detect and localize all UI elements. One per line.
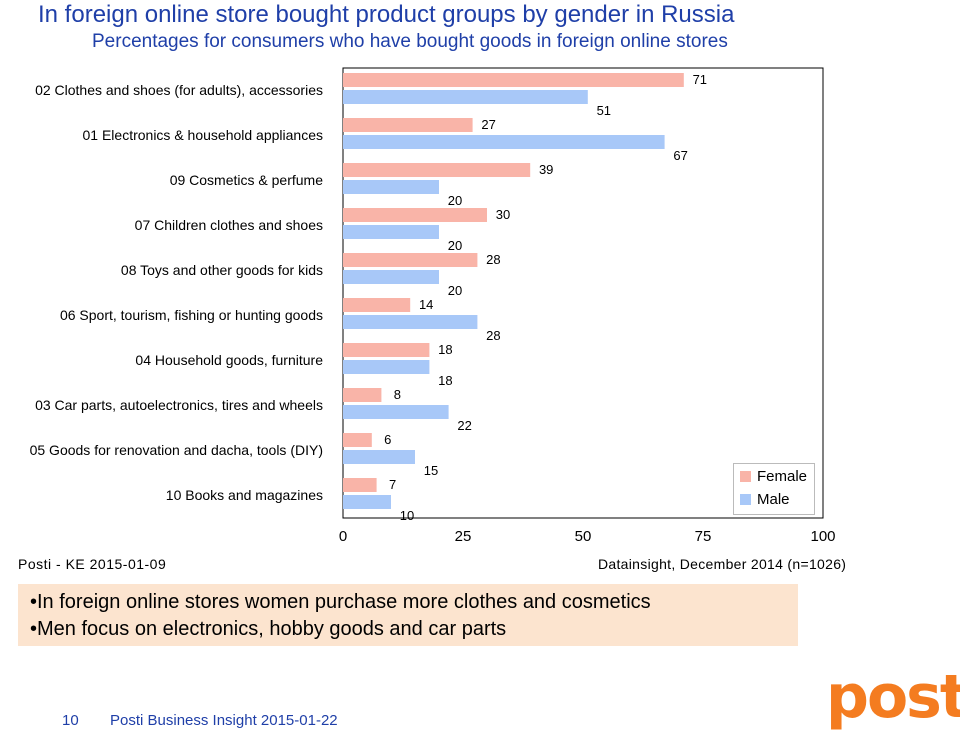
data-label-male: 51	[597, 103, 611, 118]
category-label: 09 Cosmetics & perfume	[170, 172, 323, 188]
bar-female	[343, 433, 372, 447]
bar-female	[343, 343, 430, 357]
category-label: 06 Sport, tourism, fishing or hunting go…	[60, 307, 323, 323]
x-tick-label: 100	[810, 528, 835, 545]
data-label-male: 20	[448, 283, 462, 298]
bottom-caption: Posti Business Insight 2015-01-22	[110, 712, 338, 729]
bar-female	[343, 388, 382, 402]
legend-entry-female: Female	[740, 468, 807, 485]
bar-male	[343, 180, 439, 194]
legend-label-female: Female	[757, 468, 808, 485]
bar-chart: 02 Clothes and shoes (for adults), acces…	[30, 67, 836, 545]
bar-female	[343, 253, 478, 267]
bar-male	[343, 90, 588, 104]
plot-frame	[342, 67, 824, 519]
bar-female	[343, 478, 377, 492]
source-right: Datainsight, December 2014 (n=1026)	[598, 556, 847, 572]
category-label: 03 Car parts, autoelectronics, tires and…	[35, 397, 323, 413]
legend-entry-male: Male	[740, 491, 790, 508]
category-label: 02 Clothes and shoes (for adults), acces…	[35, 82, 323, 98]
summary-note-1: •In foreign online stores women purchase…	[30, 591, 651, 613]
x-tick-label: 50	[575, 528, 592, 545]
bar-male	[343, 405, 449, 419]
bar-female	[343, 73, 684, 87]
data-label-female: 28	[486, 252, 500, 267]
data-label-female: 7	[389, 477, 396, 492]
bar-male	[343, 225, 439, 239]
data-label-male: 15	[424, 463, 438, 478]
bar-male	[343, 450, 415, 464]
bar-female	[343, 163, 531, 177]
page-number: 10	[62, 712, 79, 729]
source-left: Posti - KE 2015-01-09	[18, 556, 167, 572]
bar-female	[343, 208, 487, 222]
bar-female	[343, 298, 411, 312]
legend-swatch-male	[740, 494, 751, 505]
page-title: In foreign online store bought product g…	[38, 1, 735, 28]
bar-male	[343, 315, 478, 329]
bar-male	[343, 270, 439, 284]
page-subtitle: Percentages for consumers who have bough…	[92, 31, 728, 52]
data-label-female: 71	[693, 72, 707, 87]
data-label-male: 20	[448, 193, 462, 208]
summary-box: •In foreign online stores women purchase…	[18, 584, 798, 646]
data-label-male: 67	[673, 148, 687, 163]
data-label-female: 30	[496, 207, 510, 222]
data-label-female: 14	[419, 297, 433, 312]
category-label: 04 Household goods, furniture	[135, 352, 323, 368]
bar-female	[343, 118, 473, 132]
x-tick-label: 25	[455, 528, 472, 545]
data-label-male: 22	[457, 418, 471, 433]
data-label-female: 27	[481, 117, 495, 132]
legend-swatch-female	[740, 471, 751, 482]
legend-label-male: Male	[757, 491, 790, 508]
bar-male	[343, 135, 665, 149]
bar-male	[343, 495, 391, 509]
chart-legend: Female Male	[733, 463, 815, 515]
bar-male	[343, 360, 430, 374]
data-label-female: 39	[539, 162, 553, 177]
x-tick-label: 75	[695, 528, 712, 545]
posti-logo: posti	[826, 662, 960, 732]
summary-note-2: •Men focus on electronics, hobby goods a…	[30, 618, 507, 640]
category-label: 10 Books and magazines	[166, 487, 323, 503]
data-label-female: 6	[384, 432, 391, 447]
data-label-male: 10	[400, 508, 414, 523]
x-tick-label: 0	[339, 528, 347, 545]
data-label-male: 20	[448, 238, 462, 253]
category-label: 01 Electronics & household appliances	[83, 127, 324, 143]
data-label-female: 8	[394, 387, 401, 402]
data-label-female: 18	[438, 342, 452, 357]
data-label-male: 18	[438, 373, 452, 388]
category-label: 08 Toys and other goods for kids	[121, 262, 323, 278]
data-label-male: 28	[486, 328, 500, 343]
category-label: 07 Children clothes and shoes	[135, 217, 323, 233]
category-label: 05 Goods for renovation and dacha, tools…	[30, 442, 323, 458]
